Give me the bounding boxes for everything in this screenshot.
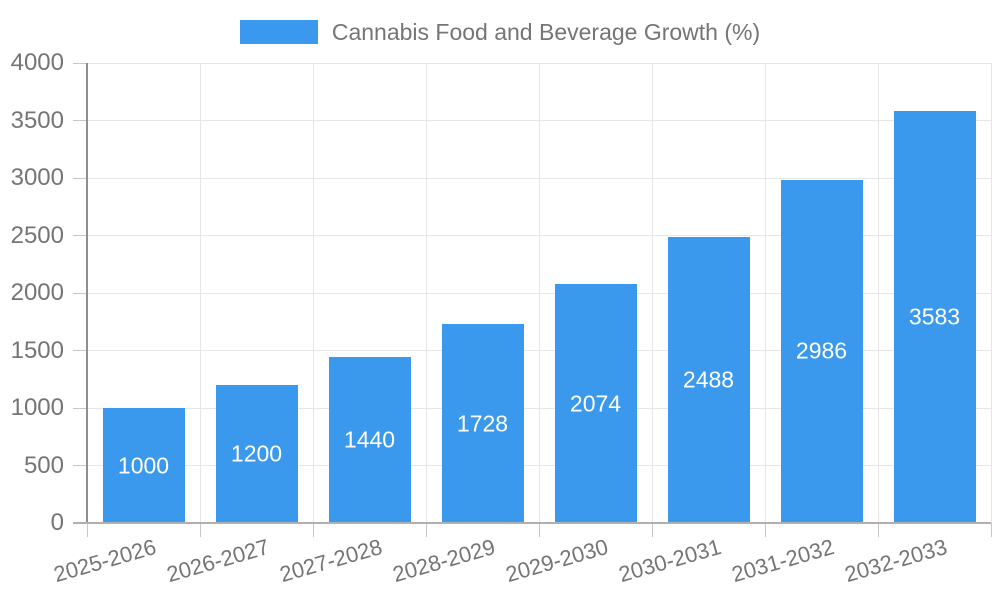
bar-2030-2031[interactable]: 2488 bbox=[667, 236, 750, 523]
bar-value-label: 2488 bbox=[682, 366, 735, 393]
bar-2025-2026[interactable]: 1000 bbox=[102, 408, 185, 523]
y-axis-tick bbox=[73, 292, 87, 294]
y-axis-line bbox=[86, 63, 88, 523]
x-gridline bbox=[538, 63, 540, 523]
bar-value-label: 3583 bbox=[908, 303, 961, 330]
bar-2029-2030[interactable]: 2074 bbox=[554, 284, 637, 523]
legend-swatch-icon bbox=[239, 20, 318, 44]
y-axis-tick bbox=[73, 407, 87, 409]
x-axis-tick bbox=[425, 523, 427, 537]
x-gridline bbox=[199, 63, 201, 523]
x-gridline bbox=[312, 63, 314, 523]
bar-value-label: 1440 bbox=[343, 426, 396, 453]
x-gridline bbox=[877, 63, 879, 523]
bar-value-label: 1000 bbox=[117, 452, 170, 478]
bar-value-label: 2986 bbox=[795, 337, 848, 364]
y-axis-tick-label: 1500 bbox=[10, 336, 64, 364]
bar-value-label: 1200 bbox=[230, 440, 283, 467]
x-gridline bbox=[651, 63, 653, 523]
x-axis-line bbox=[73, 522, 991, 524]
y-axis-tick bbox=[73, 465, 87, 466]
bar-2027-2028[interactable]: 1440 bbox=[328, 357, 411, 523]
x-gridline bbox=[764, 63, 766, 523]
chart-legend[interactable]: Cannabis Food and Beverage Growth (%) bbox=[0, 18, 1000, 46]
bar-value-label: 1728 bbox=[456, 410, 509, 437]
x-axis-tick bbox=[764, 523, 766, 537]
y-axis-tick bbox=[73, 235, 87, 236]
x-axis-tick bbox=[990, 523, 992, 537]
x-gridline bbox=[425, 63, 427, 523]
y-axis-tick bbox=[73, 62, 87, 64]
x-axis-tick bbox=[538, 523, 540, 537]
y-axis-tick-label: 0 bbox=[50, 509, 64, 536]
y-axis-tick-label: 4000 bbox=[10, 49, 64, 76]
y-axis-tick-label: 3000 bbox=[10, 164, 64, 191]
bar-2026-2027[interactable]: 1200 bbox=[215, 385, 298, 523]
x-axis-tick bbox=[877, 523, 879, 537]
x-axis-tick bbox=[651, 523, 653, 537]
y-axis-tick-label: 2000 bbox=[10, 279, 64, 306]
y-axis-tick bbox=[73, 177, 87, 179]
bar-2032-2033[interactable]: 3583 bbox=[893, 110, 976, 523]
x-axis-tick bbox=[199, 523, 201, 537]
bar-value-label: 2074 bbox=[569, 390, 622, 417]
x-axis-tick bbox=[312, 523, 314, 537]
y-axis-tick bbox=[73, 350, 87, 351]
x-axis-tick bbox=[86, 523, 88, 537]
y-axis-tick-label: 3500 bbox=[10, 106, 64, 134]
legend-label: Cannabis Food and Beverage Growth (%) bbox=[331, 18, 761, 45]
y-axis-tick-label: 2500 bbox=[10, 221, 64, 249]
bar-2028-2029[interactable]: 1728 bbox=[441, 324, 524, 523]
y-axis-tick-label: 1000 bbox=[10, 394, 64, 421]
x-gridline bbox=[990, 63, 992, 523]
y-axis-tick-label: 500 bbox=[23, 451, 64, 479]
y-axis-tick bbox=[73, 120, 87, 121]
bar-2031-2032[interactable]: 2986 bbox=[780, 179, 863, 523]
